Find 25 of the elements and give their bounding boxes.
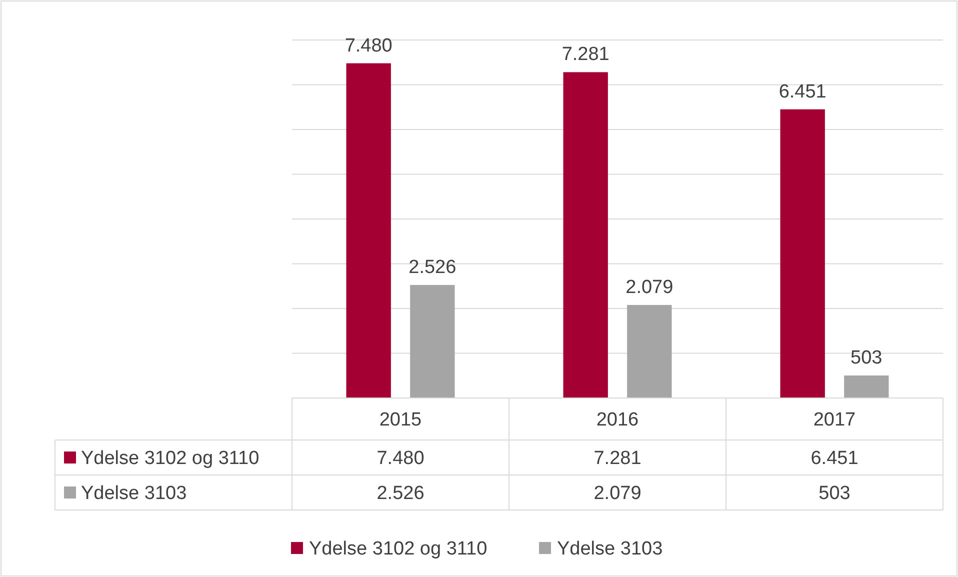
text: 2.079 [626,276,674,298]
data-label: 2.526 [376,483,424,504]
bar [844,375,889,398]
data-label: 503 [818,483,850,504]
legend-label: Ydelse 3102 og 3110 [81,448,260,470]
text: 7.281 [562,44,610,66]
text: 7.480 [344,35,392,56]
data-label: 2.079 [594,483,642,504]
x-tick-label: 2015 [379,410,422,431]
bar [627,304,672,398]
text: 503 [850,347,882,368]
data-label: 7.480 [376,448,424,470]
bar [780,109,825,398]
x-tick-label: 2017 [813,410,856,431]
legend-label: Ydelse 3103 [557,538,663,560]
bar [563,72,608,398]
text: 6.451 [778,81,826,102]
bar [410,284,455,398]
x-tick-label: 2016 [596,410,639,431]
data-label: 6.451 [810,448,858,470]
text: Ydelse 3102 og 3110 [309,538,488,560]
data-label: 7.281 [594,448,642,470]
bar [346,63,391,398]
text: 2.526 [408,256,456,278]
text: Ydelse 3103 [81,483,187,504]
